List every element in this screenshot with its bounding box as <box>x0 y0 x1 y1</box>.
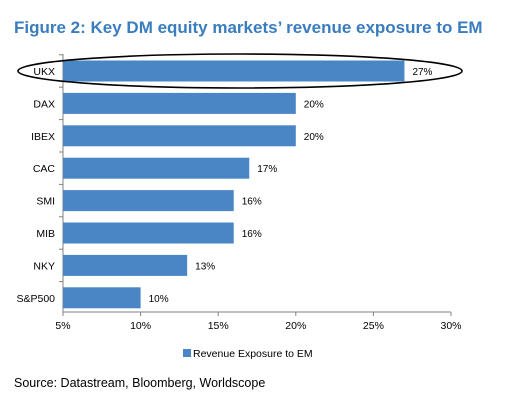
data-label: 17% <box>257 164 277 175</box>
x-tick-label: 10% <box>130 320 151 332</box>
bar-ibex <box>63 125 296 147</box>
legend-swatch <box>183 349 191 357</box>
data-label: 13% <box>195 261 215 272</box>
x-tick-label: 30% <box>440 320 461 332</box>
category-label: S&P500 <box>16 293 55 305</box>
data-label: 16% <box>242 229 262 240</box>
category-label: UKX <box>33 66 55 78</box>
chart-title: Figure 2: Key DM equity markets’ revenue… <box>14 18 483 37</box>
highlight-ellipse <box>17 53 463 89</box>
x-tick-label: 15% <box>208 320 229 332</box>
data-label: 20% <box>304 99 324 110</box>
x-tick-label: 20% <box>285 320 306 332</box>
category-label: DAX <box>33 98 55 110</box>
bar-cac <box>63 157 250 179</box>
bar-sp500 <box>63 287 141 309</box>
data-label: 27% <box>412 67 432 78</box>
category-label: CAC <box>33 163 56 175</box>
x-tick-label: 25% <box>363 320 384 332</box>
bar-dax <box>63 92 296 114</box>
category-label: SMI <box>36 196 55 208</box>
category-label: IBEX <box>31 131 55 143</box>
category-label: NKY <box>33 260 55 272</box>
data-label: 10% <box>149 294 169 305</box>
bar-nky <box>63 254 188 276</box>
x-tick-label: 5% <box>55 320 70 332</box>
bar-mib <box>63 222 234 244</box>
bar-smi <box>63 190 234 212</box>
data-label: 20% <box>304 132 324 143</box>
bar-ukx <box>63 60 405 82</box>
legend-label: Revenue Exposure to EM <box>193 348 313 360</box>
category-label: MIB <box>36 228 55 240</box>
chart-source: Source: Datastream, Bloomberg, Worldscop… <box>14 376 266 390</box>
data-label: 16% <box>242 197 262 208</box>
